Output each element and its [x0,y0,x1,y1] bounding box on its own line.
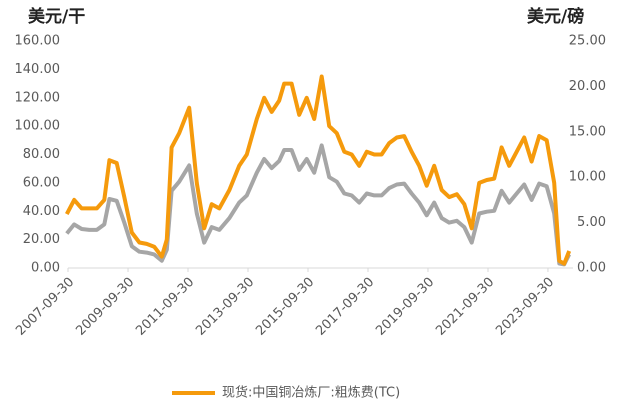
x-tick-label: 2021-09-30 [433,275,497,339]
y2-axis-label: 美元/磅 [527,6,584,27]
y-tick-label: 160.00 [15,34,61,49]
x-tick-label: 2009-09-30 [73,275,137,339]
y2-tick-label: 25.00 [569,34,606,49]
y-axis-label: 美元/干 [28,6,85,27]
y2-tick-label: 20.00 [569,79,606,94]
x-tick-label: 2011-09-30 [133,275,197,339]
y-tick-label: 20.00 [23,232,60,247]
y2-tick-label: 5.00 [577,215,606,230]
y2-tick-label: 0.00 [577,261,606,276]
legend-label: 现货:中国铜冶炼厂:粗炼费(TC) [222,385,400,401]
x-tick-label: 2015-09-30 [253,275,317,339]
y-tick-label: 100.00 [15,119,61,134]
series-line [65,74,572,266]
x-tick-label: 2017-09-30 [313,275,377,339]
y-tick-label: 60.00 [23,175,60,190]
y2-tick-label: 15.00 [569,124,606,139]
y-tick-label: 80.00 [23,147,60,162]
y-tick-label: 120.00 [15,90,61,105]
series-line [65,143,571,267]
x-tick-label: 2013-09-30 [193,275,257,339]
x-tick-label: 2007-09-30 [13,275,77,339]
y-tick-label: 140.00 [15,62,61,77]
y-tick-label: 0.00 [31,261,60,276]
y2-tick-label: 10.00 [569,170,606,185]
x-tick-label: 2023-09-30 [493,275,557,339]
y-tick-label: 40.00 [23,204,60,219]
x-tick-label: 2019-09-30 [373,275,437,339]
